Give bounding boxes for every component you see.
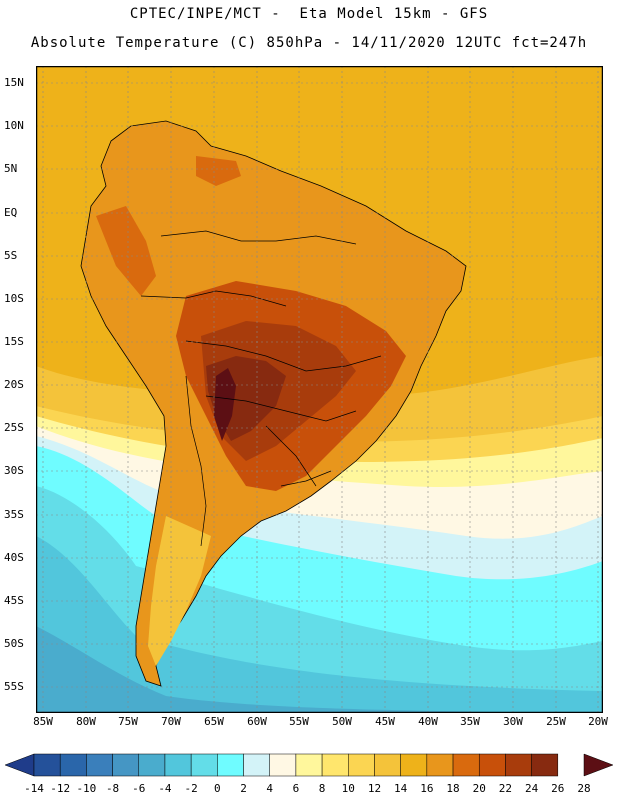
lat-label: 15N [4,76,24,89]
colorbar-label: -4 [158,782,172,795]
andes-warm-patch [96,206,156,296]
colorbar-cell [269,753,297,777]
lon-label: 60W [247,715,267,728]
colorbar-label: 22 [498,782,513,795]
map-subtitle: Absolute Temperature (C) 850hPa - 14/11/… [30,35,588,51]
colorbar-label: 6 [292,782,300,795]
lon-label: 20W [588,715,608,728]
temperature-map [36,66,603,713]
lat-label: 25S [4,421,24,434]
colorbar-label: -6 [132,782,146,795]
ocean-colder-band [36,536,603,713]
colorbar-cell [531,753,559,777]
colorbar-cell [505,753,532,777]
lon-label: 50W [332,715,352,728]
colorbar-cell [400,753,428,777]
lat-label: 5S [4,249,18,262]
colorbar-cell [59,753,87,777]
colorbar-cell [217,753,244,777]
colorbar-cell [478,753,506,777]
hottest-core [214,368,236,441]
colorbar-label: 16 [420,782,434,795]
lat-label: 10N [4,119,24,132]
venezuela-warm-patch [196,156,241,186]
lat-label: EQ [4,206,18,219]
lon-label: 55W [289,715,309,728]
colorbar-cell [295,753,323,777]
colorbar-cell [164,753,192,777]
lon-label: 45W [375,715,395,728]
lat-label: 35S [4,508,24,521]
colorbar-label: 2 [240,782,247,795]
colorbar-cell [348,753,375,777]
lon-label: 80W [76,715,96,728]
lat-label: 5N [4,162,18,175]
colorbar-label: -12 [50,782,71,795]
lat-label: 50S [4,637,24,650]
colorbar-label: 8 [318,782,326,795]
map-title: CPTEC/INPE/MCT - Eta Model 15km - GFS [129,6,489,22]
lon-label: 30W [503,715,523,728]
colorbar-cell [321,753,349,777]
colorbar-cell [190,753,218,777]
patagonia-warm-strip [148,516,211,666]
lon-label: 65W [204,715,224,728]
colorbar-label: -10 [76,782,97,795]
colorbar-cell [374,753,401,777]
colorbar-label: -8 [105,782,120,795]
colorbar-label: 14 [394,782,408,795]
lon-label: 75W [118,715,138,728]
lat-label: 20S [4,378,24,391]
colorbar-cell [86,753,113,777]
colorbar-label: -14 [24,782,44,795]
colorbar-cell [33,753,61,777]
colorbar-label: 0 [214,782,221,795]
colorbar-cell [452,753,480,777]
lon-label: 40W [418,715,438,728]
lat-label: 40S [4,551,24,564]
colorbar-label: 12 [367,782,382,795]
lat-label: 45S [4,594,24,607]
colorbar-cells [33,753,559,777]
colorbar-label: 26 [551,782,565,795]
lat-label: 10S [4,292,24,305]
colorbar-label: 28 [577,782,591,795]
map-frame [36,66,603,713]
lat-label: 55S [4,680,24,693]
lat-label: 30S [4,464,24,477]
colorbar-label: -2 [184,782,198,795]
lon-label: 25W [546,715,566,728]
colorbar-label: 18 [446,782,460,795]
colorbar [4,753,614,777]
colorbar-label: 20 [472,782,486,795]
colorbar-min-arrow [4,753,35,777]
ocean-coldest-band [36,626,603,713]
colorbar-label: 10 [341,782,355,795]
lon-label: 35W [460,715,480,728]
lon-label: 70W [161,715,181,728]
colorbar-cell [426,753,454,777]
colorbar-max-arrow [583,753,614,777]
colorbar-cell [112,753,140,777]
colorbar-cell [243,753,270,777]
colorbar-label: 24 [524,782,539,795]
lon-label: 85W [33,715,53,728]
colorbar-label: 4 [266,782,274,795]
lat-label: 15S [4,335,24,348]
colorbar-cell [138,753,166,777]
